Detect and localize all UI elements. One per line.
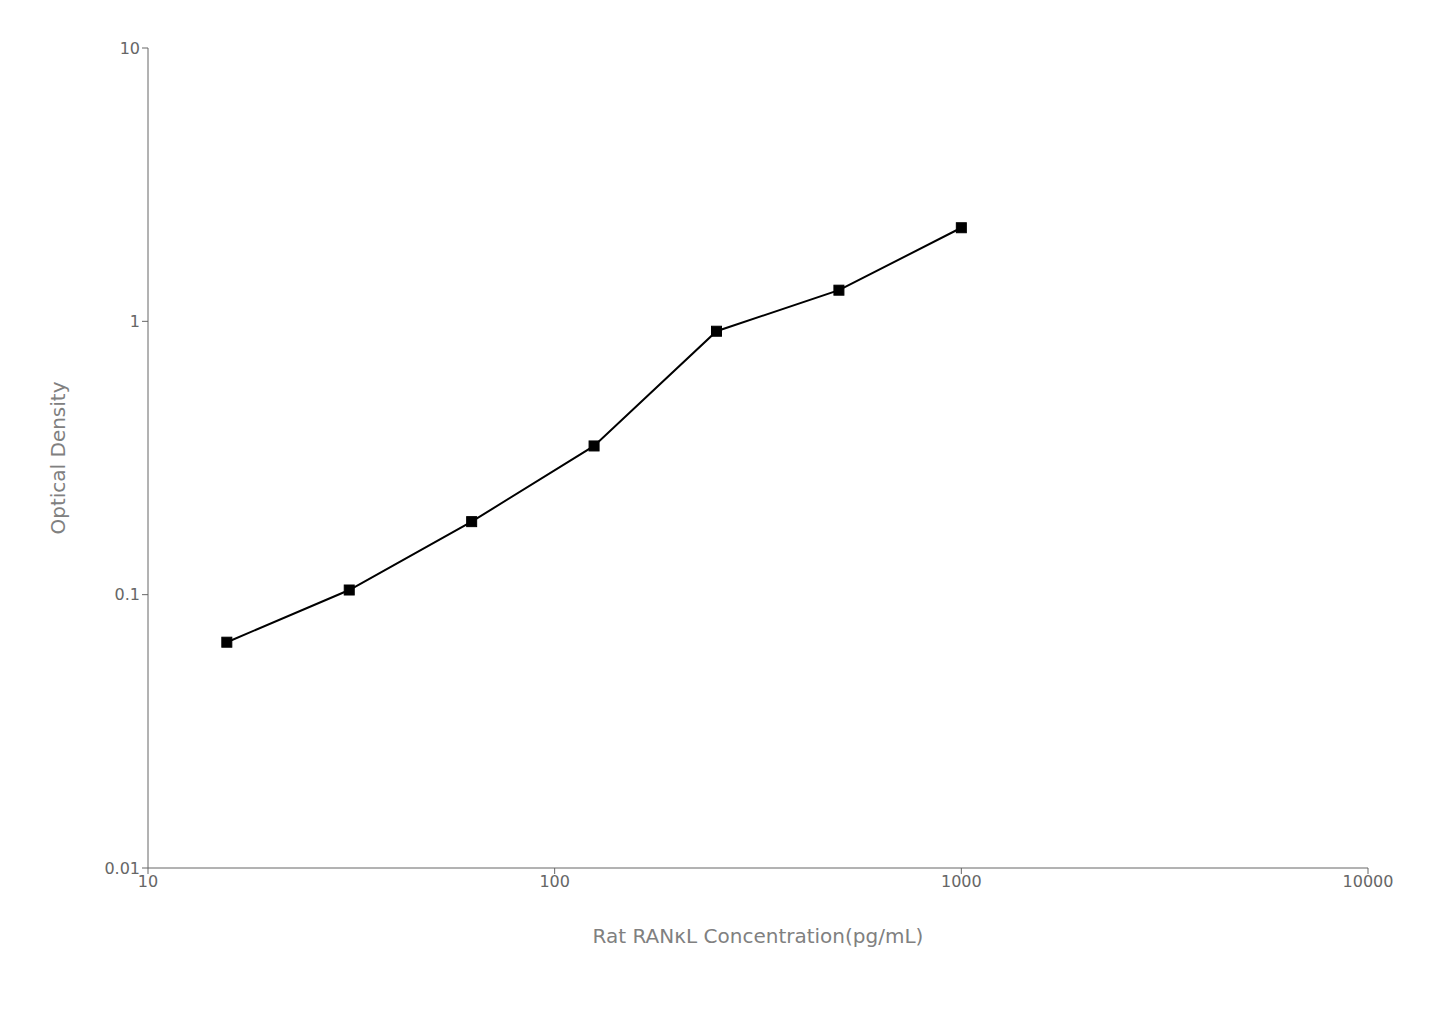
svg-text:Rat RANκL Concentration(pg/mL): Rat RANκL Concentration(pg/mL) [593, 924, 924, 948]
svg-text:1: 1 [130, 312, 140, 331]
svg-text:0.01: 0.01 [104, 859, 140, 878]
svg-text:1000: 1000 [941, 872, 982, 891]
svg-text:10: 10 [120, 39, 140, 58]
svg-text:100: 100 [539, 872, 570, 891]
svg-text:10: 10 [138, 872, 158, 891]
svg-text:0.1: 0.1 [115, 585, 140, 604]
svg-text:10000: 10000 [1343, 872, 1394, 891]
svg-text:Optical Density: Optical Density [46, 381, 70, 534]
